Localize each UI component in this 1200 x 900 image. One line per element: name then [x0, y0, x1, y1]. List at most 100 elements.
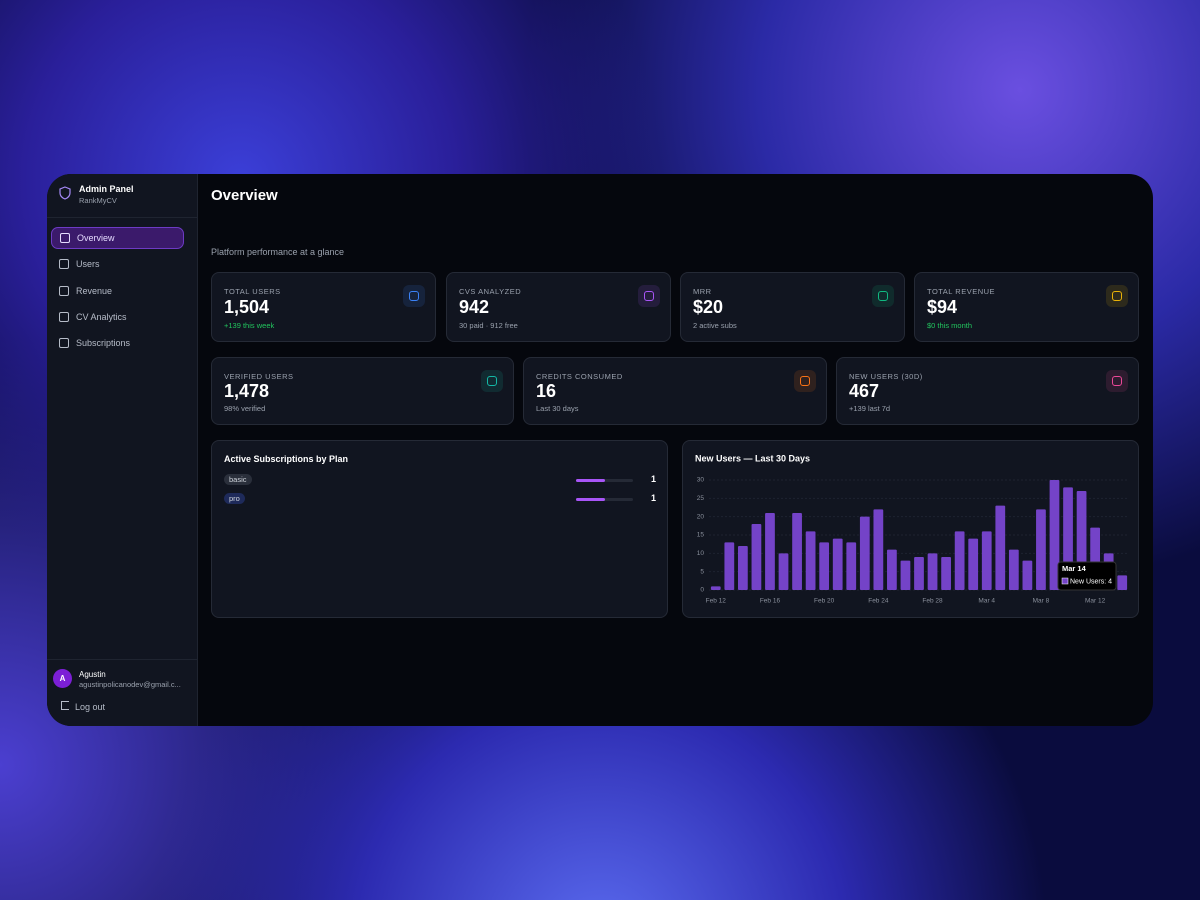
nav-label: Overview: [77, 233, 115, 243]
stat-value: 16: [536, 381, 557, 401]
nav-label: CV Analytics: [76, 311, 127, 322]
user-email: agustinpolicanodev@gmail.c...: [79, 680, 181, 689]
bar: [710, 586, 721, 590]
nav-icon: [59, 259, 69, 270]
y-tick-label: 25: [697, 495, 705, 502]
x-tick-label: Feb 28: [922, 598, 943, 605]
stat-icon: [872, 285, 894, 307]
bar: [941, 557, 951, 590]
stat-icon: [794, 370, 816, 392]
stat-label: NEW USERS (30D): [849, 372, 923, 381]
bar: [995, 505, 1006, 590]
x-tick-label: Feb 20: [814, 598, 835, 605]
stat-card: MRR $20 2 active subs: [680, 272, 905, 342]
bar: [724, 542, 735, 590]
bar: [887, 549, 897, 590]
plan-badge: pro: [224, 493, 245, 504]
stat-card: NEW USERS (30D) 467 +139 last 7d: [836, 357, 1139, 425]
bar: [873, 509, 884, 590]
y-tick-label: 20: [697, 513, 705, 520]
bar: [1117, 575, 1128, 590]
stat-icon: [481, 370, 503, 392]
x-tick-label: Feb 24: [868, 598, 889, 605]
bar: [778, 553, 789, 590]
y-tick-label: 30: [697, 477, 705, 484]
stat-icon-glyph: [1112, 376, 1122, 386]
bar: [751, 524, 762, 590]
stat-value: 1,504: [224, 297, 270, 317]
nav-item[interactable]: Overview: [51, 227, 184, 249]
nav-label: Users: [76, 259, 100, 270]
plan-badge: basic: [224, 474, 252, 485]
user-name: Agustin: [79, 670, 106, 679]
stat-icon: [638, 285, 660, 307]
nav-icon: [59, 285, 69, 296]
stat-note: Last 30 days: [536, 404, 579, 413]
bar: [737, 546, 748, 590]
bar: [819, 542, 830, 590]
stat-icon-glyph: [487, 376, 497, 386]
nav-icon: [59, 311, 69, 322]
stat-icon: [1106, 370, 1128, 392]
y-tick-label: 15: [697, 532, 705, 539]
chart: New Users — Last 30 Days 0 5 10 15 20 25 30 Feb…: [695, 453, 1129, 605]
logout-icon: [61, 701, 69, 710]
y-tick-label: 5: [700, 568, 704, 575]
stat-icon-glyph: [1112, 291, 1122, 301]
stat-value: 1,478: [224, 381, 270, 401]
bar: [832, 538, 843, 590]
stat-value: $20: [693, 297, 724, 317]
x-tick-label: Mar 8: [1033, 598, 1050, 605]
stat-icon-glyph: [878, 291, 888, 301]
bar: [1049, 480, 1060, 590]
bar: [968, 538, 979, 590]
stat-label: MRR: [693, 287, 712, 296]
bar: [900, 560, 911, 590]
x-tick-label: Feb 16: [760, 598, 781, 605]
bar: [1008, 549, 1019, 590]
subscriptions-panel: Active Subscriptions by Plan basic 1 pro 1: [211, 440, 668, 618]
stat-label: VERIFIED USERS: [224, 372, 294, 381]
bar: [846, 542, 857, 590]
plan-count: 1: [650, 493, 656, 503]
app-window: Admin Panel RankMyCV Overview Users Revenu…: [47, 174, 1153, 726]
stat-card: CREDITS CONSUMED 16 Last 30 days: [523, 357, 827, 425]
logout-button[interactable]: Log out: [61, 701, 105, 712]
bar: [1022, 560, 1033, 590]
stat-card: VERIFIED USERS 1,478 98% verified: [211, 357, 514, 425]
stat-value: $94: [927, 297, 958, 317]
nav-label: Subscriptions: [76, 338, 131, 349]
stat-label: TOTAL USERS: [224, 287, 281, 296]
stat-card: TOTAL USERS 1,504 +139 this week: [211, 272, 436, 342]
x-tick-label: Mar 4: [978, 598, 995, 605]
stat-note: 30 paid · 912 free: [459, 321, 518, 330]
nav-item[interactable]: Subscriptions: [51, 332, 184, 354]
bar: [1036, 509, 1046, 590]
sidebar: Admin Panel RankMyCV Overview Users Revenu…: [47, 174, 198, 726]
stat-icon-glyph: [800, 376, 810, 386]
nav-icon: [59, 338, 69, 349]
stat-value: 942: [459, 297, 490, 317]
chart-panel: New Users — Last 30 Days 0 5 10 15 20 25 30 Feb…: [682, 440, 1139, 618]
plan-bar: [576, 479, 605, 482]
nav-item[interactable]: CV Analytics: [51, 306, 184, 328]
divider: [47, 217, 197, 218]
nav-icon: [60, 233, 70, 243]
y-tick-label: 0: [700, 587, 704, 594]
stat-label: CVS ANALYZED: [459, 287, 522, 296]
bar: [981, 531, 992, 590]
bar: [765, 513, 775, 590]
bar: [914, 557, 924, 590]
tooltip-box: [1057, 561, 1117, 591]
tooltip-title: Mar 14: [1062, 564, 1087, 573]
plan-bar: [576, 498, 605, 501]
nav-item[interactable]: Users: [51, 253, 184, 275]
nav-item[interactable]: Revenue: [51, 280, 184, 302]
sidebar-title: Admin Panel: [79, 184, 134, 194]
stat-icon-glyph: [409, 291, 419, 301]
stat-note: 98% verified: [224, 404, 266, 413]
x-tick-label: Feb 12: [706, 598, 727, 605]
stat-icon-glyph: [644, 291, 654, 301]
nav-label: Revenue: [76, 285, 113, 296]
